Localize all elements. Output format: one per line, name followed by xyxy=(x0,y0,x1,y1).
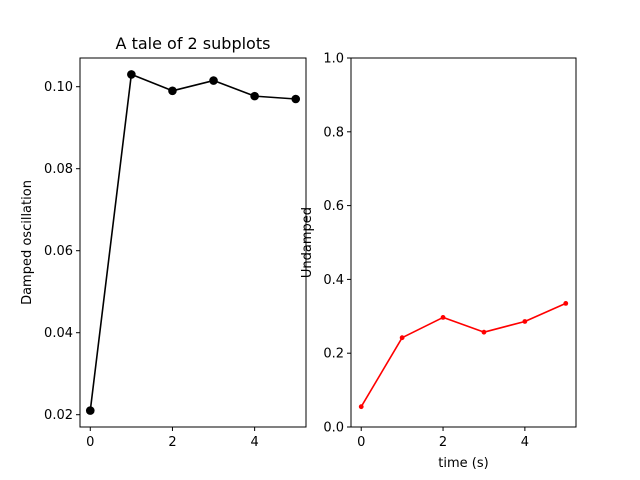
y-axis-label: Undamped xyxy=(300,207,315,278)
series-line xyxy=(89,73,296,411)
y-tick-label: 0.6 xyxy=(323,199,344,214)
data-point xyxy=(85,406,95,415)
left-subplot: 0 2 4 0.02 0.04 0.06 0.08 0.10 A tale of 2 subpl… xyxy=(20,34,307,450)
x-tick-label: 0 xyxy=(357,435,365,450)
axes-frame xyxy=(79,57,307,428)
data-point xyxy=(358,404,364,410)
y-tick-label: 0.4 xyxy=(323,273,344,288)
x-tick-label: 2 xyxy=(168,435,176,450)
data-point xyxy=(209,76,218,85)
x-tick-label: 4 xyxy=(521,435,529,450)
y-tick-label: 0.02 xyxy=(44,408,73,423)
right-subplot: 0 2 4 0.0 0.2 0.4 0.6 0.8 1.0 Undamped time (s) xyxy=(300,52,577,471)
y-tick-label: 0.2 xyxy=(323,347,344,362)
chart-title: A tale of 2 subplots xyxy=(116,34,271,53)
y-tick-label: 0.06 xyxy=(44,244,73,259)
data-point xyxy=(168,86,177,96)
y-tick-label: 1.0 xyxy=(323,52,344,67)
y-tick-label: 0.10 xyxy=(44,80,73,95)
data-point xyxy=(291,94,301,104)
y-tick-label: 0.04 xyxy=(44,326,73,341)
y-tick-label: 0.0 xyxy=(323,421,344,436)
x-tick-label: 2 xyxy=(439,435,447,450)
x-tick-label: 0 xyxy=(86,435,94,450)
data-point xyxy=(522,319,528,324)
data-point xyxy=(440,315,446,320)
y-tick-label: 0.8 xyxy=(323,125,344,140)
series-line xyxy=(360,302,567,408)
data-point xyxy=(250,91,259,101)
data-point xyxy=(563,300,569,306)
x-axis-label: time (s) xyxy=(438,456,488,471)
y-axis-label: Damped oscillation xyxy=(20,180,35,305)
data-point xyxy=(481,329,487,335)
axes-frame xyxy=(350,57,577,428)
x-tick-label: 4 xyxy=(250,435,258,450)
y-tick-label: 0.08 xyxy=(44,162,73,177)
data-point xyxy=(399,335,405,341)
data-point xyxy=(127,70,136,79)
